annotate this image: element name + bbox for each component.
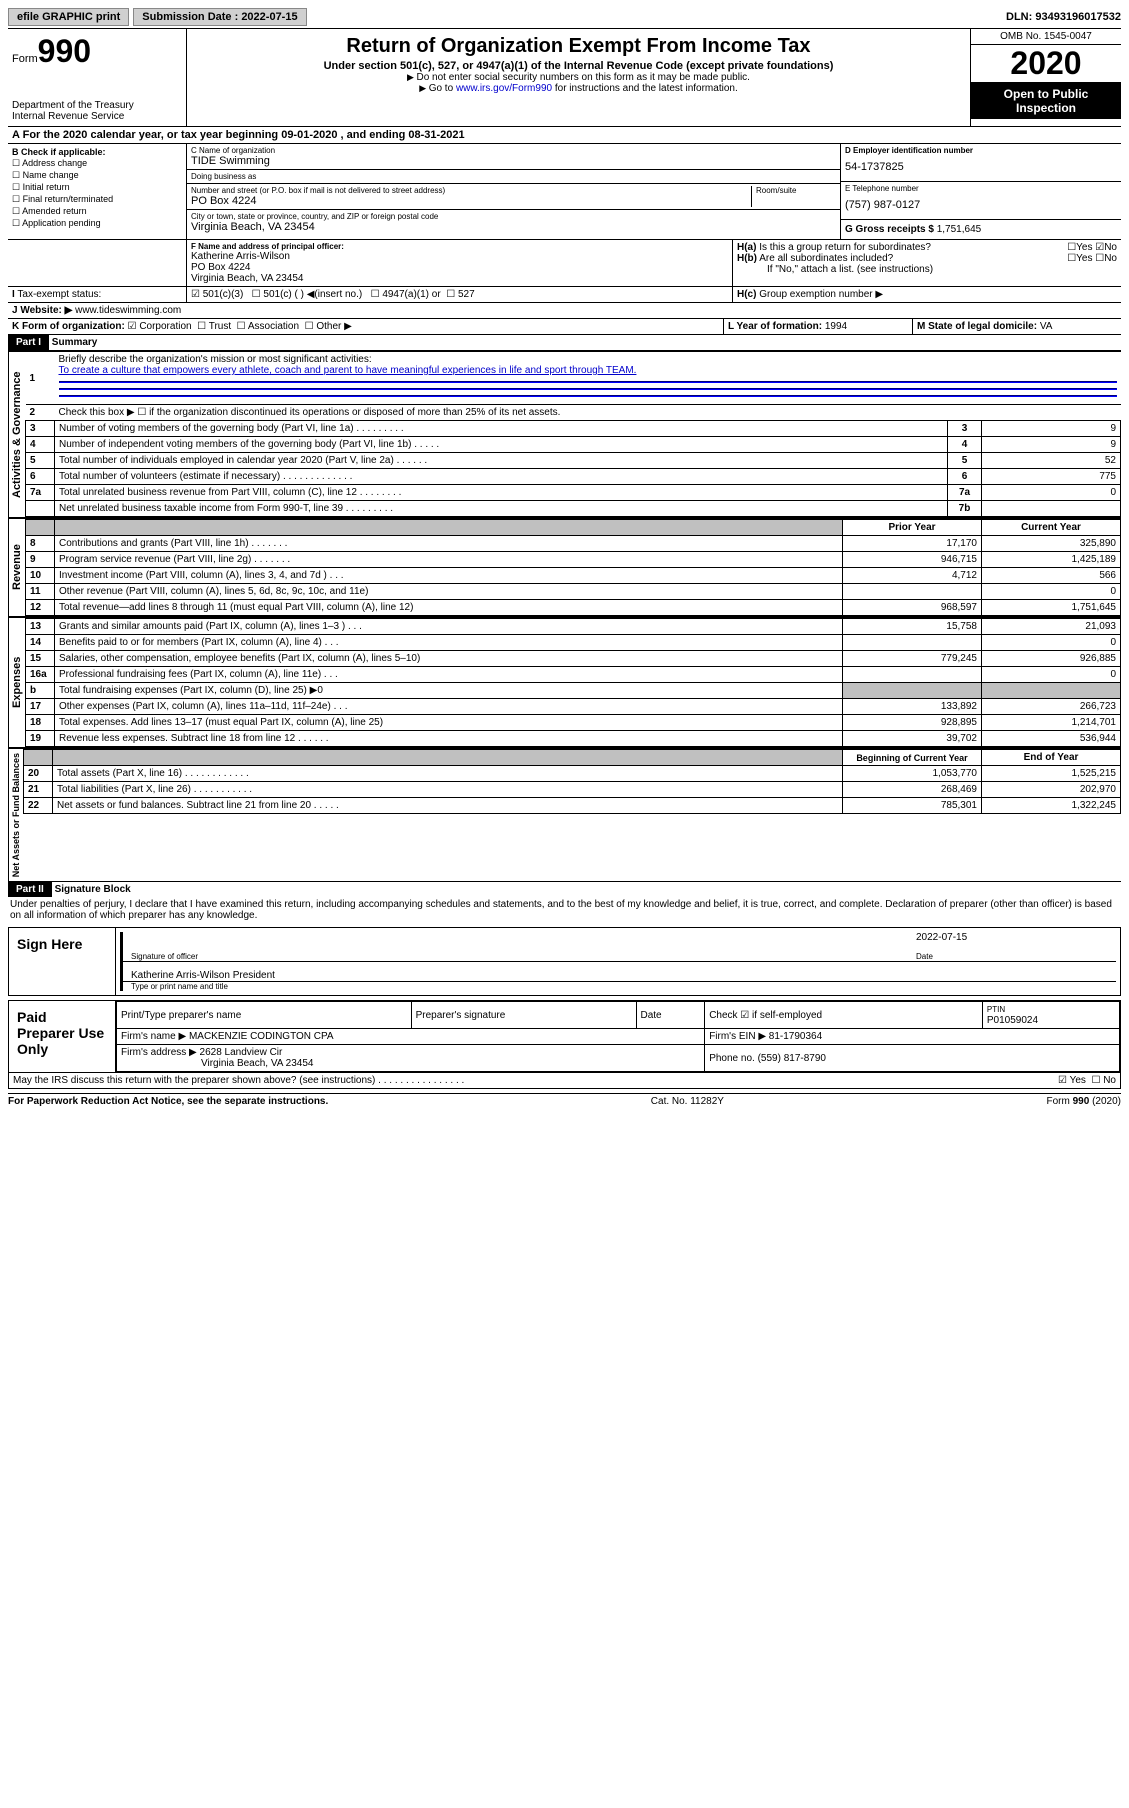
efile-button[interactable]: efile GRAPHIC print [8, 8, 129, 26]
expenses-section: Expenses 13Grants and similar amounts pa… [8, 616, 1121, 747]
net-assets-section: Net Assets or Fund Balances Beginning of… [8, 747, 1121, 881]
dln: DLN: 93493196017532 [1006, 11, 1121, 23]
submission-date: Submission Date : 2022-07-15 [133, 8, 306, 26]
activities-governance: Activities & Governance 1Briefly describ… [8, 350, 1121, 517]
k-l-m-row: K Form of organization: ☑ Corporation ☐ … [8, 318, 1121, 334]
ein: 54-1737825 [845, 155, 1117, 179]
tax-period: A For the 2020 calendar year, or tax yea… [8, 126, 1121, 143]
top-bar: efile GRAPHIC print Submission Date : 20… [8, 8, 1121, 26]
form-subtitle: Under section 501(c), 527, or 4947(a)(1)… [191, 60, 966, 72]
sign-here: Sign Here 2022-07-15 Signature of office… [8, 927, 1121, 996]
firm-name: MACKENZIE CODINGTON CPA [189, 1031, 334, 1042]
page-footer: For Paperwork Reduction Act Notice, see … [8, 1093, 1121, 1107]
perjury-declaration: Under penalties of perjury, I declare th… [8, 897, 1121, 923]
website: www.tideswimming.com [75, 305, 181, 316]
org-name: TIDE Swimming [191, 155, 836, 167]
revenue-section: Revenue Prior YearCurrent Year 8Contribu… [8, 517, 1121, 616]
officer-sig-name: Katherine Arris-Wilson President [120, 962, 1116, 981]
note-link: Go to www.irs.gov/Form990 for instructio… [191, 83, 966, 94]
section-b-to-g: B Check if applicable: ☐ Address change … [8, 143, 1121, 239]
street: PO Box 4224 [191, 195, 751, 207]
paid-preparer: Paid Preparer Use Only Print/Type prepar… [8, 1000, 1121, 1073]
form-number: Form990 [12, 33, 182, 70]
box-c: C Name of organizationTIDE Swimming Doin… [187, 144, 840, 239]
form-title: Return of Organization Exempt From Incom… [191, 35, 966, 58]
box-b: B Check if applicable: ☐ Address change … [8, 144, 187, 239]
part1-header: Part I Summary [8, 334, 1121, 350]
open-inspection: Open to Public Inspection [971, 83, 1121, 119]
discuss-row: May the IRS discuss this return with the… [8, 1073, 1121, 1089]
website-row: J Website: ▶ www.tideswimming.com [8, 302, 1121, 318]
mission: To create a culture that empowers every … [59, 365, 637, 376]
form-header: Form990 Department of the Treasury Inter… [8, 28, 1121, 126]
phone: (757) 987-0127 [845, 193, 1117, 217]
officer-name: Katherine Arris-Wilson [191, 251, 728, 262]
tax-year: 2020 [971, 45, 1121, 83]
dept-treasury: Department of the Treasury Internal Reve… [12, 100, 182, 122]
city: Virginia Beach, VA 23454 [191, 221, 836, 233]
omb-number: OMB No. 1545-0047 [971, 29, 1121, 45]
irs-link[interactable]: www.irs.gov/Form990 [456, 83, 552, 94]
gross-receipts: 1,751,645 [937, 224, 982, 235]
tax-exempt-row: I Tax-exempt status: ☑ 501(c)(3) ☐ 501(c… [8, 286, 1121, 302]
section-f-h: F Name and address of principal officer:… [8, 239, 1121, 286]
part2-header: Part II Signature Block [8, 881, 1121, 897]
note-ssn: Do not enter social security numbers on … [191, 72, 966, 83]
box-d-e-g: D Employer identification number54-17378… [840, 144, 1121, 239]
